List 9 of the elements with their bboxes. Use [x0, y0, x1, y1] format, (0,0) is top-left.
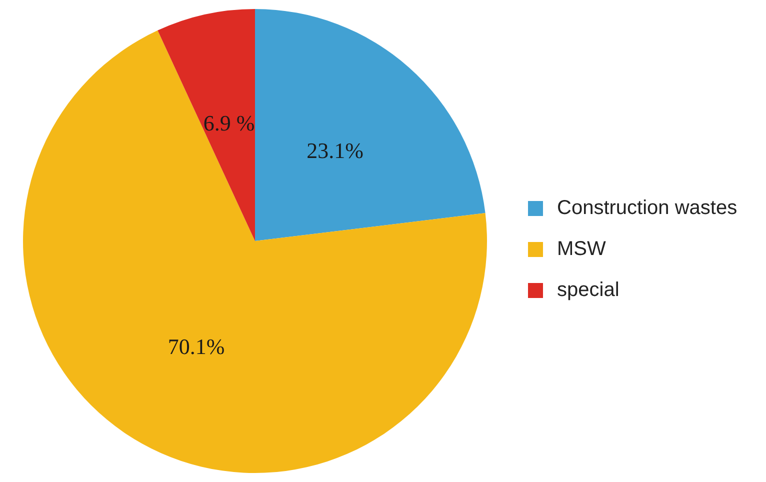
legend-label: Construction wastes	[557, 197, 738, 220]
legend-label: special	[557, 279, 620, 302]
pie-slice	[255, 9, 486, 241]
data-label: 70.1%	[168, 334, 225, 359]
data-label: 23.1%	[306, 138, 364, 164]
legend-label: MSW	[557, 238, 606, 261]
data-label: 6.9 %	[203, 110, 255, 136]
pie-slice	[23, 30, 487, 473]
pie-slice	[158, 9, 255, 241]
